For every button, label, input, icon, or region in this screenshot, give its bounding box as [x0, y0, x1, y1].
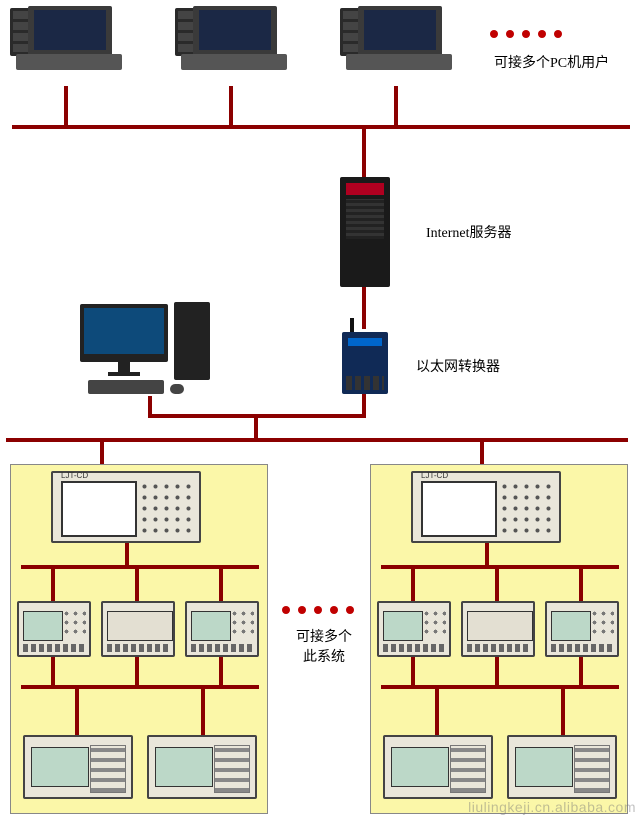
laptop-2	[175, 6, 295, 86]
line-lap3-drop	[394, 86, 398, 125]
pc-workstation	[80, 296, 220, 396]
line-lap1-drop	[64, 86, 68, 125]
module-mid-2a	[377, 601, 451, 657]
line-mid-down	[254, 418, 258, 438]
module-low-2b	[507, 735, 617, 799]
module-low-2a	[383, 735, 493, 799]
dots-pc-users	[490, 30, 562, 38]
module-low-1a	[23, 735, 133, 799]
line-sys2-drop	[480, 442, 484, 464]
line-eth-drop	[362, 394, 366, 416]
system-panel-2: LJT-CD	[370, 464, 628, 814]
label-pc-users: 可接多个PC机用户	[494, 52, 609, 72]
internet-server	[340, 177, 390, 287]
module-mid-1a	[17, 601, 91, 657]
line-sys1-drop	[100, 442, 104, 464]
system-panel-1: LJT-CD	[10, 464, 268, 814]
laptop-1	[10, 6, 130, 86]
line-top-bus	[12, 125, 630, 129]
module-mid-1b	[101, 601, 175, 657]
module-mid-1c	[185, 601, 259, 657]
module-mid-2c	[545, 601, 619, 657]
dots-systems	[282, 606, 354, 614]
line-bus-to-server	[362, 129, 366, 177]
ethernet-converter	[342, 332, 388, 394]
laptop-3	[340, 6, 460, 86]
module-mid-2b	[461, 601, 535, 657]
watermark: liulingkeji.cn.alibaba.com	[468, 799, 636, 815]
module-header-label: LJT-CD	[61, 471, 88, 480]
module-top-2: LJT-CD	[411, 471, 561, 543]
module-header-label: LJT-CD	[421, 471, 448, 480]
line-pc-drop	[148, 396, 152, 416]
label-eth-converter: 以太网转换器	[416, 356, 500, 376]
module-low-1b	[147, 735, 257, 799]
line-lap2-drop	[229, 86, 233, 125]
label-more-systems: 可接多个 此系统	[296, 626, 352, 666]
module-top-1: LJT-CD	[51, 471, 201, 543]
line-server-to-eth	[362, 287, 366, 329]
label-internet-server: Internet服务器	[426, 222, 512, 242]
